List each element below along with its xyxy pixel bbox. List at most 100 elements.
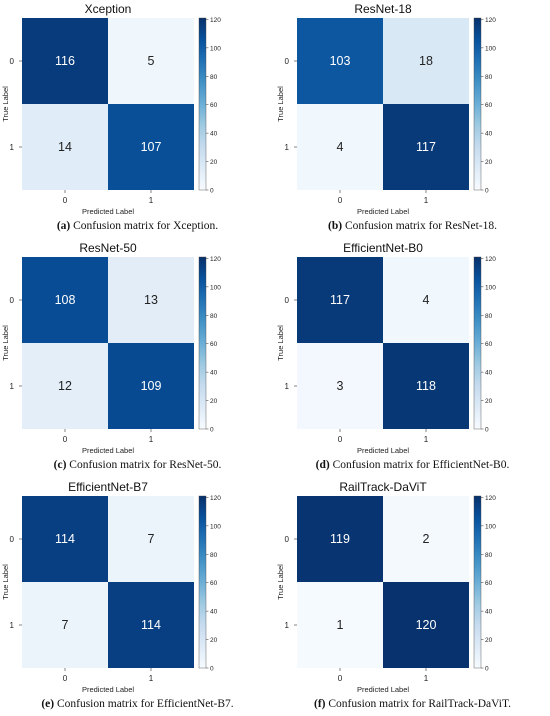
confusion-matrix-chart: EfficientNet-B7 114 7 7 114 0 1 0 1 Predicted Lab… — [1, 480, 221, 694]
y-tick-label: 0 — [285, 57, 290, 66]
colorbar-tick-label: 60 — [485, 580, 493, 587]
y-tick-label: 1 — [285, 382, 290, 391]
figure-caption: (f) Confusion matrix for RailTrack-DaViT… — [275, 698, 550, 710]
heatmap-cell — [22, 18, 108, 104]
confusion-matrix-panel: Xception 116 5 14 107 0 1 0 1 Predicted Label True… — [0, 0, 275, 238]
cell-value-label: 120 — [416, 618, 437, 632]
heatmap-cell — [22, 496, 108, 582]
x-axis-label: Predicted Label — [82, 685, 134, 694]
y-tick-label: 1 — [10, 621, 15, 630]
cell-value-label: 13 — [144, 293, 158, 307]
colorbar-tick-label: 120 — [210, 495, 221, 502]
colorbar-tick-label: 40 — [210, 370, 218, 377]
colorbar-tick-label: 100 — [485, 45, 496, 52]
heatmap-cell — [297, 104, 383, 190]
y-tick-label: 1 — [285, 143, 290, 152]
colorbar-tick-label: 100 — [485, 284, 496, 291]
colorbar-tick-label: 100 — [210, 45, 221, 52]
colorbar-tick-label: 40 — [210, 609, 218, 616]
confusion-matrix-panel: ResNet-18 103 18 4 117 0 1 0 1 Predicted Label Tru… — [275, 0, 550, 238]
cell-value-label: 116 — [55, 54, 75, 68]
colorbar-tick-label: 40 — [210, 131, 218, 138]
y-tick-label: 0 — [285, 296, 290, 305]
x-tick-label: 0 — [63, 435, 68, 444]
caption-label: (b) — [328, 220, 343, 232]
colorbar-tick-label: 40 — [485, 131, 493, 138]
y-axis-label: True Label — [276, 86, 285, 122]
y-axis-label: True Label — [1, 325, 10, 361]
caption-label: (d) — [315, 459, 330, 471]
colorbar-tick-label: 20 — [485, 159, 493, 166]
x-axis-label: Predicted Label — [357, 446, 409, 455]
chart-title: EfficientNet-B7 — [68, 480, 148, 494]
heatmap-cell — [22, 104, 108, 190]
colorbar-tick-label: 100 — [485, 523, 496, 530]
caption-text: Confusion matrix for EfficientNet-B7. — [54, 698, 234, 710]
colorbar-tick-label: 60 — [485, 341, 493, 348]
cell-value-label: 119 — [330, 532, 350, 546]
colorbar-tick-label: 120 — [485, 17, 496, 24]
caption-label: (e) — [41, 698, 55, 710]
confusion-matrix-chart: ResNet-18 103 18 4 117 0 1 0 1 Predicted Label Tru… — [276, 2, 496, 216]
x-axis-label: Predicted Label — [357, 207, 409, 216]
caption-label: (c) — [53, 459, 67, 471]
colorbar-tick-label: 60 — [210, 102, 218, 109]
colorbar-tick-label: 40 — [485, 370, 493, 377]
cell-value-label: 18 — [419, 54, 433, 68]
cell-value-label: 3 — [337, 379, 344, 393]
heatmap-cell — [297, 18, 383, 104]
colorbar-tick-label: 40 — [485, 609, 493, 616]
cell-value-label: 2 — [423, 532, 430, 546]
cell-value-label: 7 — [62, 618, 69, 632]
y-tick-label: 0 — [10, 535, 15, 544]
caption-text: Confusion matrix for RailTrack-DaViT. — [325, 698, 512, 710]
confusion-matrix-chart: EfficientNet-B0 117 4 3 118 0 1 0 1 Predicted Lab… — [276, 241, 496, 455]
x-tick-label: 1 — [149, 674, 154, 683]
caption-text: Confusion matrix for ResNet-18. — [342, 220, 497, 232]
figure-caption: (b) Confusion matrix for ResNet-18. — [275, 220, 550, 232]
colorbar-tick-label: 0 — [210, 427, 214, 434]
colorbar-tick-label: 100 — [210, 523, 221, 530]
heatmap-cell — [297, 582, 383, 668]
cell-value-label: 117 — [330, 293, 350, 307]
caption-label: (f) — [313, 698, 326, 710]
colorbar — [473, 17, 482, 191]
y-tick-label: 1 — [10, 382, 15, 391]
cell-value-label: 114 — [141, 618, 161, 632]
colorbar-tick-label: 60 — [210, 580, 218, 587]
confusion-matrix-panel: EfficientNet-B7 114 7 7 114 0 1 0 1 Predicted Lab… — [0, 478, 275, 716]
cell-value-label: 109 — [141, 379, 162, 393]
confusion-matrix-chart: ResNet-50 108 13 12 109 0 1 0 1 Predicted Label Tr… — [1, 241, 221, 455]
caption-text: Confusion matrix for Xception. — [70, 220, 219, 232]
cell-value-label: 114 — [55, 532, 75, 546]
colorbar — [473, 256, 482, 430]
colorbar — [473, 495, 482, 669]
cell-value-label: 4 — [423, 293, 430, 307]
x-tick-label: 1 — [424, 435, 429, 444]
cell-value-label: 1 — [337, 618, 344, 632]
cell-value-label: 12 — [58, 379, 72, 393]
colorbar-tick-label: 0 — [485, 666, 489, 673]
colorbar-tick-label: 120 — [210, 256, 221, 263]
colorbar-tick-label: 80 — [210, 552, 218, 559]
confusion-matrix-panel: ResNet-50 108 13 12 109 0 1 0 1 Predicted Label Tr… — [0, 239, 275, 477]
x-tick-label: 0 — [338, 435, 343, 444]
colorbar-tick-label: 80 — [210, 313, 218, 320]
colorbar-tick-label: 20 — [210, 637, 218, 644]
heatmap-cell — [22, 257, 108, 343]
cell-value-label: 5 — [148, 54, 155, 68]
y-tick-label: 0 — [10, 296, 15, 305]
cell-value-label: 4 — [337, 140, 344, 154]
confusion-matrix-panel: RailTrack-DaViT 119 2 1 120 0 1 0 1 Predicted Lab… — [275, 478, 550, 716]
colorbar-tick-label: 0 — [485, 427, 489, 434]
cell-value-label: 103 — [330, 54, 351, 68]
colorbar — [198, 256, 207, 430]
x-tick-label: 0 — [338, 674, 343, 683]
caption-text: Confusion matrix for ResNet-50. — [66, 459, 222, 471]
y-axis-label: True Label — [276, 325, 285, 361]
confusion-matrix-chart: Xception 116 5 14 107 0 1 0 1 Predicted Label True… — [1, 2, 221, 216]
cell-value-label: 7 — [148, 532, 155, 546]
colorbar-tick-label: 80 — [485, 74, 493, 81]
x-axis-label: Predicted Label — [357, 685, 409, 694]
heatmap-cell — [108, 257, 194, 343]
